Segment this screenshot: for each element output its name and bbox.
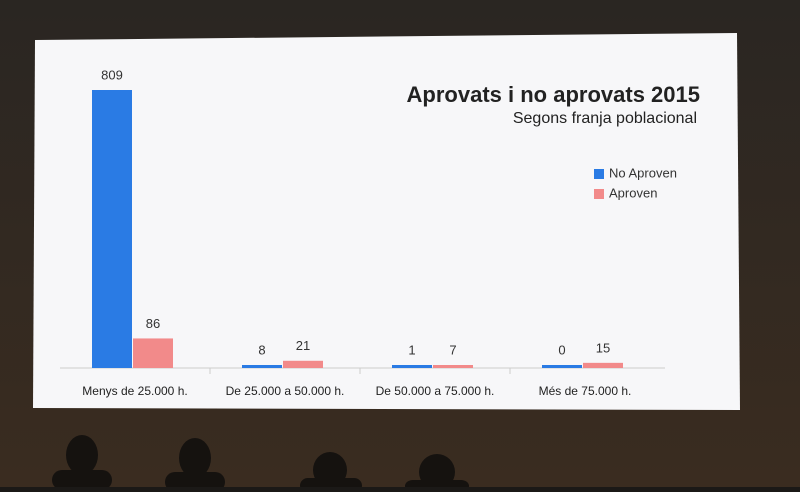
- bar: [283, 360, 323, 368]
- legend-label: No Aproven: [609, 165, 677, 180]
- bar: [92, 90, 132, 368]
- chart-title: Aprovats i no aprovats 2015: [407, 82, 700, 107]
- bar: [392, 365, 432, 368]
- legend-swatch: [594, 189, 604, 199]
- data-label: 0: [558, 342, 565, 357]
- legend-swatch: [594, 169, 604, 179]
- x-tick-label: De 25.000 a 50.000 h.: [226, 384, 345, 398]
- projection-screen: [33, 33, 740, 410]
- data-label: 8: [258, 342, 265, 357]
- data-label: 86: [146, 316, 160, 331]
- bar: [133, 338, 173, 368]
- bar: [433, 365, 473, 368]
- bar: [583, 362, 623, 368]
- x-tick-label: Menys de 25.000 h.: [82, 384, 187, 398]
- data-label: 1: [408, 342, 415, 357]
- bar: [242, 365, 282, 368]
- x-tick-label: De 50.000 a 75.000 h.: [376, 384, 495, 398]
- data-label: 809: [101, 67, 123, 82]
- chart-subtitle: Segons franja poblacional: [513, 110, 697, 127]
- data-label: 21: [296, 338, 310, 353]
- legend-label: Aproven: [609, 185, 657, 200]
- data-label: 7: [449, 342, 456, 357]
- x-tick-label: Més de 75.000 h.: [539, 384, 632, 398]
- bar: [542, 365, 582, 368]
- data-label: 15: [596, 340, 610, 355]
